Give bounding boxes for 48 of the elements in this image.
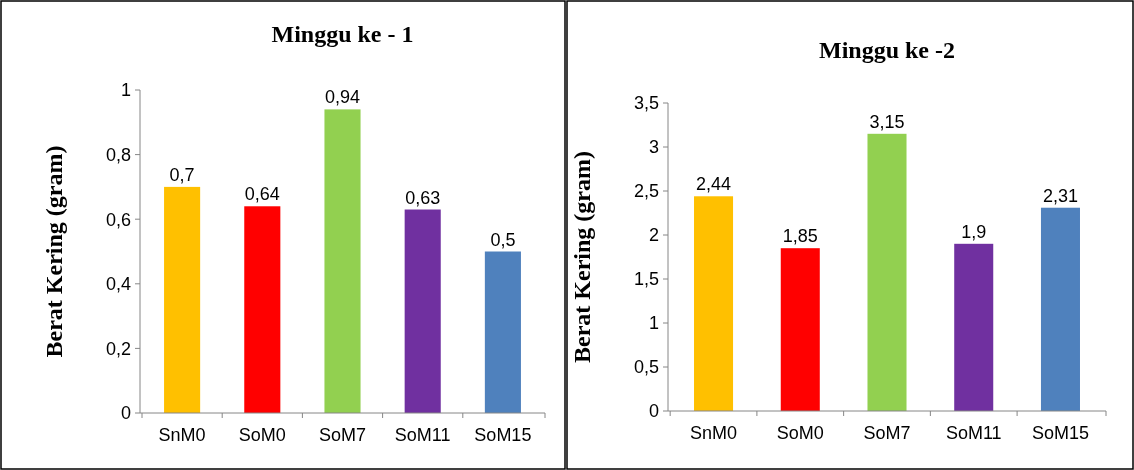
data-label: 0,63 <box>405 187 441 208</box>
bar <box>324 109 361 413</box>
bar <box>1040 207 1080 411</box>
data-label: 3,15 <box>869 111 905 132</box>
chart-title: Minggu ke -2 <box>818 37 956 63</box>
y-tick-label: 2 <box>648 225 659 246</box>
x-tick-label: SoM0 <box>776 423 824 443</box>
bar <box>164 186 201 413</box>
data-label: 0,7 <box>169 164 195 185</box>
y-tick-label: 1 <box>120 80 131 101</box>
bar <box>954 243 994 411</box>
x-tick-label: SoM0 <box>238 425 286 445</box>
data-label: 2,44 <box>696 174 732 195</box>
x-tick-label: SoM15 <box>1031 423 1089 443</box>
data-label: 0,64 <box>244 184 280 205</box>
x-tick-label: SoM7 <box>318 425 367 445</box>
y-tick-label: 2,5 <box>633 181 659 202</box>
x-tick-label: SoM15 <box>474 425 532 445</box>
x-tick-label: SnM0 <box>690 423 738 443</box>
y-tick-label: 3 <box>648 137 659 158</box>
y-tick-label: 0,2 <box>105 338 131 359</box>
x-tick-label: SnM0 <box>158 425 206 445</box>
y-axis-title: Berat Kering (gram) <box>569 151 595 363</box>
bar <box>484 251 521 413</box>
y-tick-label: 0 <box>648 401 659 422</box>
x-tick-label: SoM7 <box>863 423 911 443</box>
data-label: 2,31 <box>1042 185 1078 206</box>
y-tick-label: 0,6 <box>105 209 131 230</box>
x-tick-label: SoM11 <box>394 425 451 445</box>
data-label: 0,94 <box>324 87 361 108</box>
bar <box>694 196 734 411</box>
x-tick-label: SoM11 <box>945 423 1002 443</box>
y-tick-label: 0,4 <box>105 274 131 295</box>
data-label: 0,5 <box>490 229 516 250</box>
y-tick-label: 0 <box>120 403 131 424</box>
chart-title: Minggu ke - 1 <box>271 21 414 47</box>
y-tick-label: 0,8 <box>105 144 131 165</box>
y-tick-label: 1,5 <box>633 269 659 290</box>
data-label: 1,85 <box>782 226 818 247</box>
y-tick-label: 3,5 <box>633 93 659 114</box>
y-tick-label: 1 <box>648 313 659 334</box>
y-axis-title: Berat Kering (gram) <box>41 145 67 358</box>
bar <box>867 133 907 411</box>
bar <box>780 248 820 411</box>
data-label: 1,9 <box>961 221 987 242</box>
bar <box>244 206 281 413</box>
y-tick-label: 0,5 <box>633 357 659 378</box>
bar <box>404 209 441 413</box>
